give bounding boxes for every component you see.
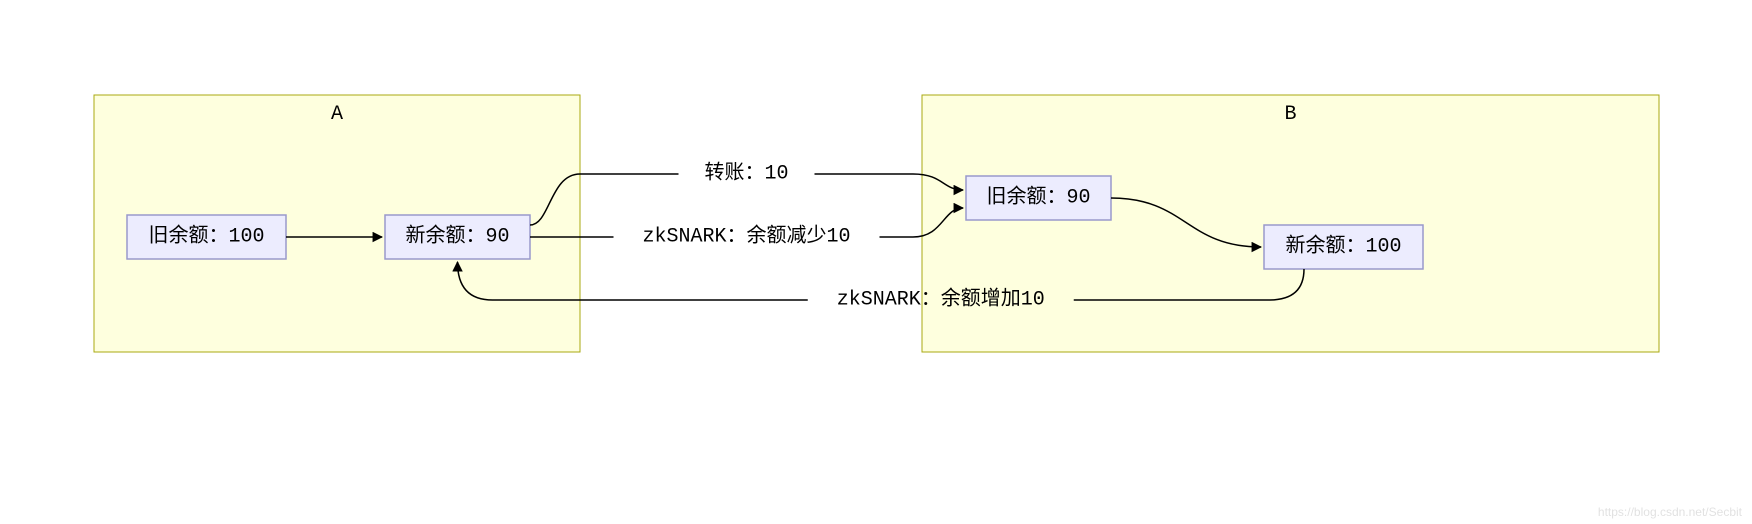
edge-transfer-label: 转账：10 xyxy=(704,161,788,186)
edge-zksnark-increase-label: zkSNARK：余额增加10 xyxy=(837,287,1045,312)
node-a-old-label: 旧余额：100 xyxy=(148,224,264,249)
node-a-new-label: 新余额：90 xyxy=(405,224,509,249)
node-b-new-label: 新余额：100 xyxy=(1285,234,1401,259)
zk-transfer-diagram: A B 旧余额：100 新余额：90 旧余额：90 新余额：100 转账：10 … xyxy=(0,0,1752,524)
watermark: https://blog.csdn.net/Secbit xyxy=(1598,505,1743,519)
container-a-title: A xyxy=(331,103,343,126)
container-b xyxy=(922,95,1659,352)
edge-zksnark-decrease-label: zkSNARK：余额减少10 xyxy=(642,224,850,249)
node-b-old-label: 旧余额：90 xyxy=(986,185,1090,210)
container-b-title: B xyxy=(1284,103,1296,126)
